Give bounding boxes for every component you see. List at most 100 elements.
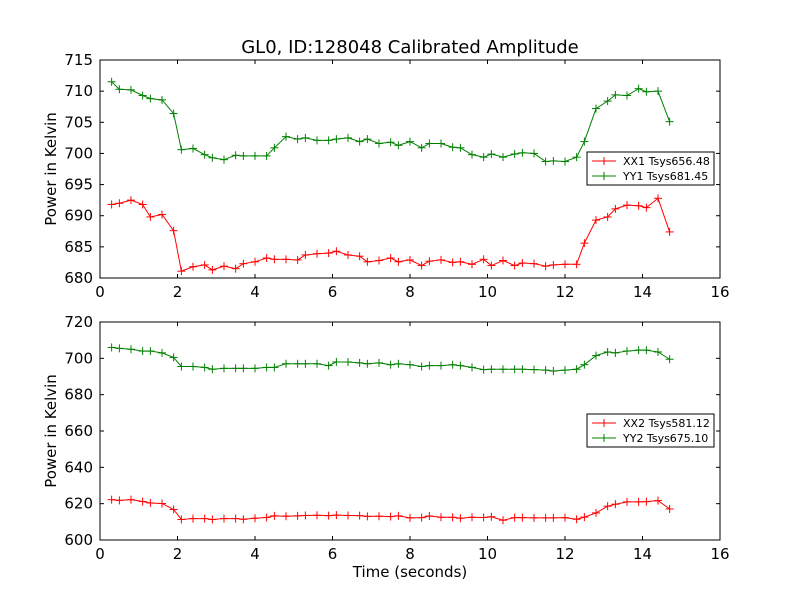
data-point-marker [208, 365, 217, 374]
legend-label: XX2 Tsys581.12 [623, 417, 710, 430]
data-point-marker [510, 150, 519, 159]
data-point-marker [115, 85, 124, 94]
data-point-marker [107, 77, 116, 86]
data-point-marker [138, 91, 147, 100]
x-tick-label: 8 [405, 545, 415, 563]
data-point-marker [332, 511, 341, 520]
x-tick-label: 6 [328, 545, 338, 563]
data-point-marker [282, 359, 290, 368]
data-point-marker [107, 495, 116, 504]
data-point-marker [177, 145, 186, 154]
data-point-marker [518, 148, 527, 157]
y-tick-label: 700 [64, 349, 93, 367]
data-point-marker [282, 512, 290, 521]
y-tick-label: 600 [64, 531, 93, 549]
data-point-marker [665, 355, 674, 364]
data-point-marker [313, 511, 321, 520]
data-point-marker [580, 239, 589, 248]
data-point-marker [200, 150, 209, 159]
data-point-marker [417, 261, 426, 270]
data-point-marker [375, 139, 383, 148]
data-point-marker [313, 136, 321, 145]
data-point-marker [220, 514, 228, 523]
subplot-top: 0 2 4 6 8 10 12 14 16 680 685 690 695 700 705 710 715 Pow… [42, 51, 730, 301]
data-point-marker [231, 364, 240, 373]
data-point-marker [572, 260, 581, 269]
data-point-marker [654, 347, 662, 356]
data-point-marker [665, 227, 674, 236]
data-point-marker [115, 344, 124, 353]
data-point-marker [642, 87, 651, 96]
data-point-marker [394, 257, 403, 266]
data-point-marker [654, 194, 662, 203]
data-point-marker [293, 359, 302, 368]
data-point-marker [158, 348, 166, 357]
data-point-marker [262, 513, 271, 522]
data-point-marker [344, 250, 352, 259]
data-point-marker [530, 149, 538, 158]
y-axis-title: Power in Kelvin [42, 112, 60, 226]
data-point-marker [572, 153, 581, 162]
y-axis-title: Power in Kelvin [42, 374, 60, 488]
data-point-marker [549, 513, 558, 522]
x-tick-label: 6 [328, 283, 338, 301]
data-point-marker [394, 141, 403, 150]
data-point-marker [127, 345, 135, 354]
data-point-marker [437, 361, 445, 370]
data-point-marker [623, 497, 631, 506]
data-point-marker [375, 256, 383, 265]
data-point-marker [301, 359, 310, 368]
data-point-marker [324, 136, 333, 145]
data-point-marker [220, 155, 228, 164]
data-point-marker [200, 514, 209, 523]
y-tick-label: 685 [64, 238, 93, 256]
y-tick-label: 705 [64, 113, 93, 131]
data-point-marker [580, 137, 589, 146]
data-point-marker [456, 514, 465, 523]
data-point-marker [189, 514, 197, 523]
data-point-marker [510, 261, 519, 270]
data-point-marker [344, 133, 352, 142]
data-point-marker [301, 250, 310, 259]
data-point-marker [231, 514, 240, 523]
data-point-marker [549, 367, 558, 376]
data-point-marker [549, 260, 558, 269]
subplot-bottom: 0 2 4 6 8 10 12 14 16 600 620 640 660 680 700 720 Power … [42, 313, 730, 581]
data-point-marker [251, 364, 259, 373]
data-point-marker [324, 361, 333, 370]
data-point-marker [425, 361, 434, 370]
data-point-marker [642, 203, 651, 212]
data-point-marker [363, 135, 372, 144]
data-point-marker [262, 254, 271, 263]
x-tick-label: 0 [95, 283, 105, 301]
data-point-marker [456, 361, 465, 370]
data-point-marker [293, 135, 302, 144]
data-point-marker [499, 256, 507, 265]
data-point-marker [541, 157, 550, 166]
data-point-marker [177, 362, 186, 371]
data-point-marker [251, 514, 259, 523]
data-point-marker [146, 498, 155, 507]
data-point-marker [363, 257, 372, 266]
data-point-marker [189, 262, 197, 271]
data-point-marker [561, 260, 569, 269]
data-point-marker [158, 210, 166, 219]
data-point-marker [177, 267, 186, 276]
data-point-marker [592, 216, 600, 225]
data-point-marker [499, 365, 507, 374]
data-point-marker [448, 143, 457, 152]
data-point-marker [634, 346, 643, 355]
data-point-marker [146, 94, 155, 103]
data-point-marker [665, 504, 674, 513]
data-point-marker [530, 513, 538, 522]
data-point-marker [417, 513, 426, 522]
data-point-marker [394, 359, 403, 368]
data-point-marker [355, 137, 364, 146]
x-tick-label: 16 [710, 283, 729, 301]
y-tick-label: 690 [64, 207, 93, 225]
data-point-marker [138, 497, 147, 506]
data-point-marker [561, 157, 569, 166]
data-point-marker [324, 249, 333, 258]
data-point-marker [239, 364, 248, 373]
data-point-marker [561, 513, 569, 522]
